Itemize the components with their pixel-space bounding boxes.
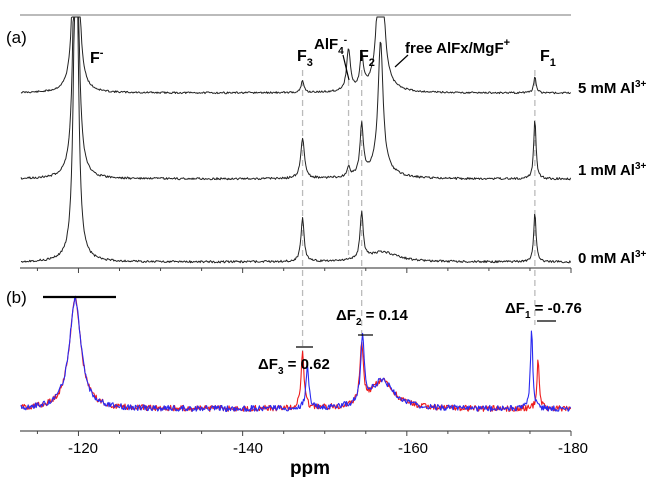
delta-f3-label: ΔF3 = 0.62 (258, 356, 330, 377)
series-label-5mM: 5 mM Al3+ (578, 79, 647, 97)
x-tick-label-1: -140 (233, 440, 263, 457)
peak-label-free: free AlFx/MgF+ (405, 37, 510, 57)
delta-f2-label: ΔF2 = 0.14 (336, 307, 408, 328)
trace-red (20, 296, 572, 412)
trace-1mM (20, 16, 572, 181)
x-axis-title: ppm (290, 458, 330, 477)
trace-blue (20, 295, 572, 412)
panel-b-label: (b) (6, 288, 27, 307)
alf4-pointer (342, 54, 350, 81)
peak-label-fluoride: F- (90, 47, 104, 67)
peak-label-alf4: AlF4- (314, 35, 347, 57)
series-label-0mM: 0 mM Al3+ (578, 249, 647, 267)
series-label-1mM: 1 mM Al3+ (578, 161, 647, 179)
trace-5mM (20, 16, 572, 95)
panel-a-traces (20, 16, 572, 264)
panel-a-ticks (36, 268, 572, 273)
peak-label-f1: F1 (540, 48, 556, 69)
trace-0mM (20, 16, 572, 264)
peak-label-f3: F3 (297, 48, 313, 69)
x-tick-label-0: -120 (68, 440, 98, 457)
peak-label-f2: F2 (359, 48, 375, 69)
x-tick-label-2: -160 (398, 440, 428, 457)
free-pointer (394, 54, 409, 68)
x-tick-label-3: -180 (558, 440, 588, 457)
panel-a-label: (a) (6, 28, 27, 47)
peak-guide-lines (301, 70, 536, 355)
delta-f1-label: ΔF1 = -0.76 (505, 300, 582, 321)
panel-b-traces (20, 295, 572, 412)
panel-b-ticks (36, 431, 572, 436)
